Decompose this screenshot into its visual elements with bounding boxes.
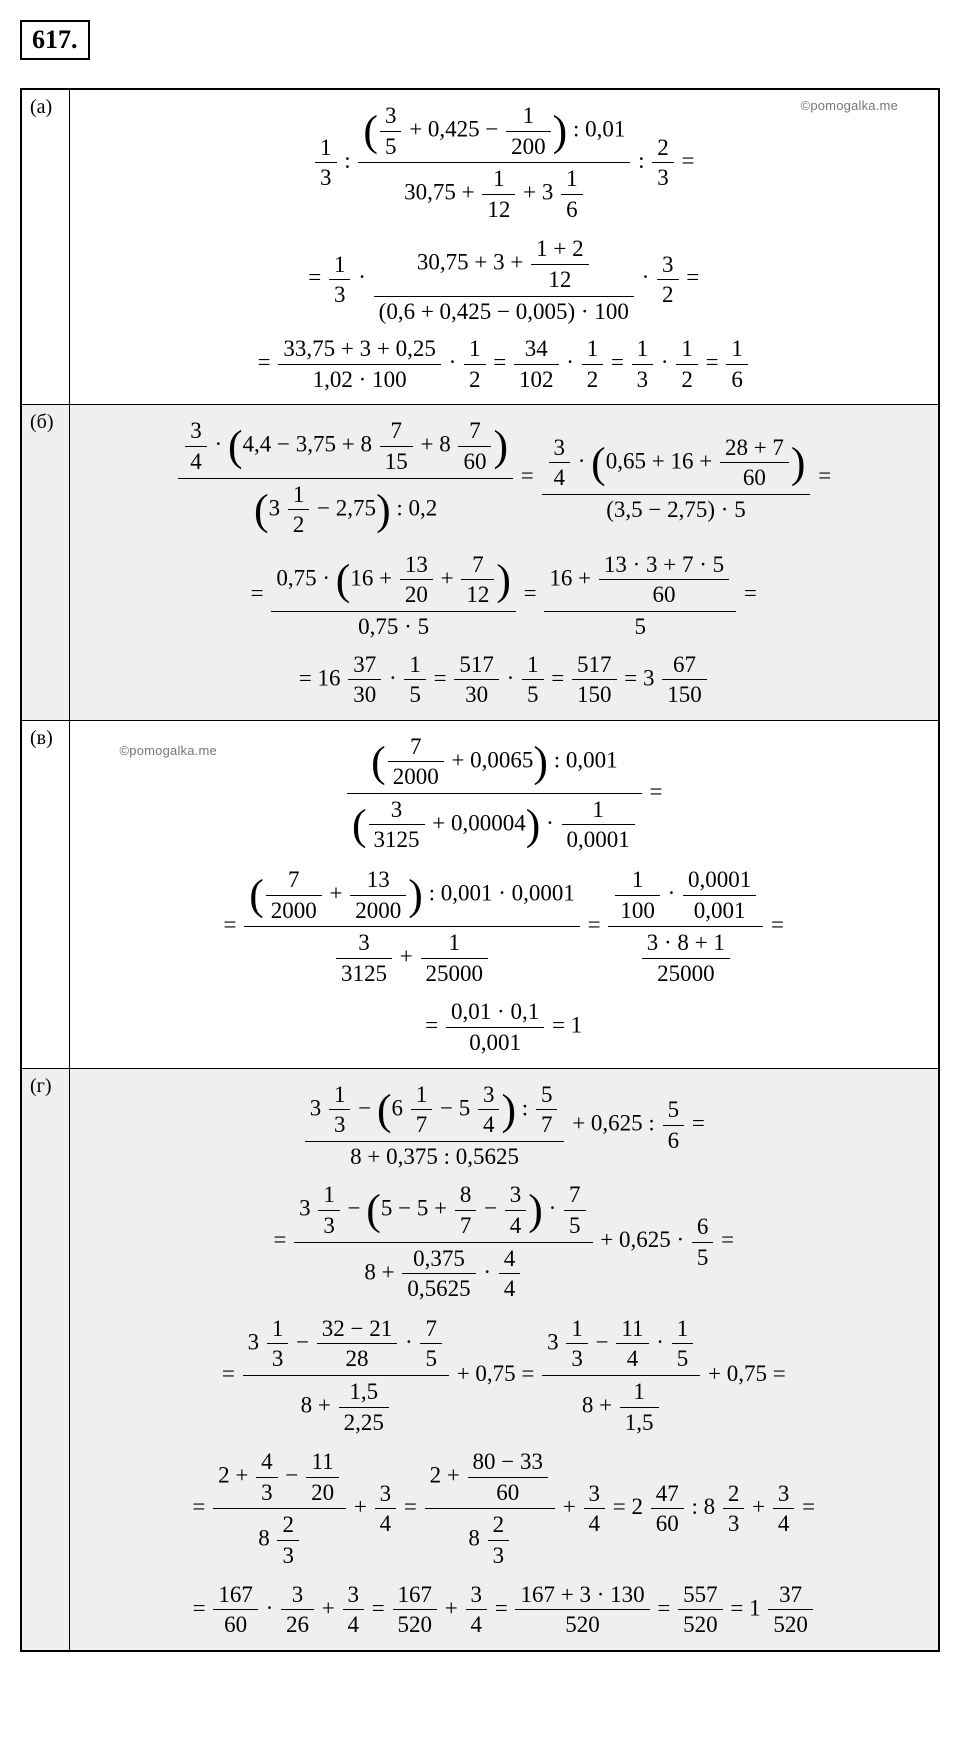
math-line: = 13 · 30,75 + 3 + 1 + 212 (0,6 + 0,425 …: [78, 229, 931, 330]
watermark: ©pomogalka.me: [120, 743, 217, 759]
math-line: = 0,75 · (16 + 1320 + 712) 0,75 · 5 = 16…: [78, 545, 931, 646]
problem-number: 617: [32, 25, 71, 54]
row-content-b: 34 · (4,4 − 3,75 + 8 715 + 8 760) (3 12 …: [69, 405, 939, 720]
table-row: (г) 3 13 − (6 17 − 5 34) : 57 8 + 0,375 …: [21, 1068, 939, 1651]
row-label: (а): [21, 89, 69, 405]
math-line: = 33,75 + 3 + 0,251,02 · 100 · 12 = 3410…: [78, 330, 931, 398]
row-content-g: 3 13 − (6 17 − 5 34) : 57 8 + 0,375 : 0,…: [69, 1068, 939, 1651]
math-line: = 2 + 43 − 1120 8 23 + 34 = 2 + 80 − 336…: [78, 1442, 931, 1575]
math-line: 34 · (4,4 − 3,75 + 8 715 + 8 760) (3 12 …: [78, 411, 931, 544]
problem-number-box: 617.: [20, 20, 90, 60]
row-content-v: ©pomogalka.me (72000 + 0,0065) : 0,001 (…: [69, 720, 939, 1068]
math-line: 13 : (35 + 0,425 − 1200) : 0,01 30,75 + …: [78, 96, 931, 229]
table-row: (в) ©pomogalka.me (72000 + 0,0065) : 0,0…: [21, 720, 939, 1068]
math-line: = 16 3730 · 15 = 51730 · 15 = 517150 = 3…: [78, 646, 931, 714]
row-label: (г): [21, 1068, 69, 1651]
math-line: = 3 13 − (5 − 5 + 87 − 34) · 75 8 + 0,37…: [78, 1175, 931, 1308]
solutions-table: (а) ©pomogalka.me 13 : (35 + 0,425 − 120…: [20, 88, 940, 1652]
row-label: (б): [21, 405, 69, 720]
math-line: = 16760 · 326 + 34 = 167520 + 34 = 167 +…: [78, 1576, 931, 1644]
math-line: = 3 13 − 32 − 2128 · 75 8 + 1,52,25 + 0,…: [78, 1309, 931, 1442]
row-content-a: ©pomogalka.me 13 : (35 + 0,425 − 1200) :…: [69, 89, 939, 405]
watermark: ©pomogalka.me: [801, 98, 898, 114]
math-line: 3 13 − (6 17 − 5 34) : 57 8 + 0,375 : 0,…: [78, 1075, 931, 1176]
math-line: = (72000 + 132000) : 0,001 · 0,0001 3312…: [78, 860, 931, 993]
row-label: (в): [21, 720, 69, 1068]
table-row: (а) ©pomogalka.me 13 : (35 + 0,425 − 120…: [21, 89, 939, 405]
table-row: (б) 34 · (4,4 − 3,75 + 8 715 + 8 760) (3…: [21, 405, 939, 720]
math-line: = 0,01 · 0,10,001 = 1: [78, 993, 931, 1061]
